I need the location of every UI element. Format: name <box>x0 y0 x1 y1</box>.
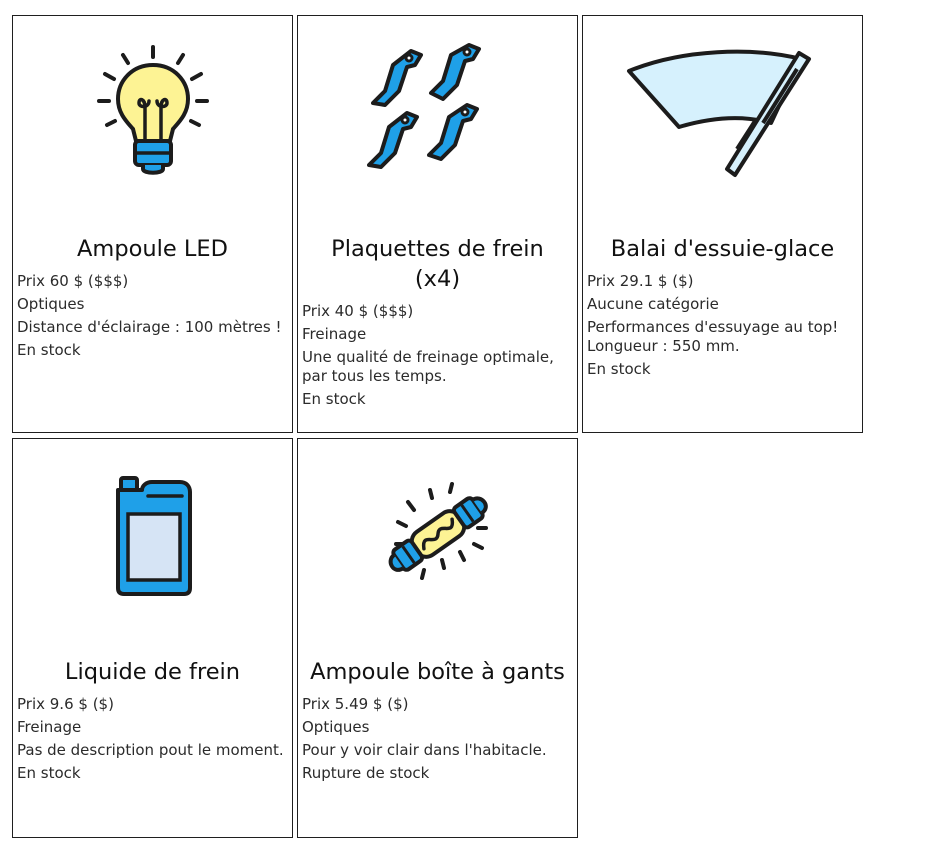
product-image <box>13 16 292 206</box>
product-description: Pour y voir clair dans l'habitacle. <box>302 741 547 759</box>
product-description: Une qualité de freinage optimale, par to… <box>302 348 554 385</box>
product-category: Optiques <box>302 718 370 736</box>
festoon-bulb-icon <box>388 482 488 580</box>
product-title: Ampoule LED <box>77 236 228 262</box>
product-stock: En stock <box>587 360 651 378</box>
product-title: Plaquettes de frein (x4) <box>331 236 544 292</box>
product-category: Freinage <box>302 325 367 343</box>
wiper-blade-icon <box>626 49 811 177</box>
product-stock: En stock <box>17 341 81 359</box>
product-card: Ampoule boîte à gants Prix 5.49 $ ($) Op… <box>297 438 578 838</box>
product-description: Distance d'éclairage : 100 mètres ! <box>17 318 282 336</box>
product-title: Balai d'essuie-glace <box>610 236 835 262</box>
product-category: Freinage <box>17 718 82 736</box>
product-image <box>583 16 862 206</box>
product-card: Ampoule LED Prix 60 $ ($$$) Optiques Dis… <box>12 15 293 433</box>
product-image <box>298 16 577 206</box>
product-stock: En stock <box>302 390 366 408</box>
product-price: Prix 29.1 $ ($) <box>587 272 694 290</box>
brake-fluid-icon <box>115 476 192 596</box>
product-category: Aucune catégorie <box>587 295 719 313</box>
product-image <box>298 439 577 629</box>
product-stock: Rupture de stock <box>302 764 430 782</box>
product-category: Optiques <box>17 295 85 313</box>
product-image <box>13 439 292 629</box>
product-price: Prix 40 $ ($$$) <box>302 302 414 320</box>
product-card: Plaquettes de frein (x4) Prix 40 $ ($$$)… <box>297 15 578 433</box>
product-description: Pas de description pout le moment. <box>17 741 284 759</box>
product-title: Liquide de frein <box>64 659 241 685</box>
product-price: Prix 60 $ ($$$) <box>17 272 129 290</box>
product-stock: En stock <box>17 764 81 782</box>
led-bulb-icon <box>96 45 209 175</box>
product-card: Liquide de frein Prix 9.6 $ ($) Freinage… <box>12 438 293 838</box>
product-price: Prix 5.49 $ ($) <box>302 695 409 713</box>
brake-pads-icon <box>366 43 481 169</box>
product-title: Ampoule boîte à gants <box>310 659 565 685</box>
product-description: Performances d'essuyage au top! Longueur… <box>587 318 839 355</box>
product-card: Balai d'essuie-glace Prix 29.1 $ ($) Auc… <box>582 15 863 433</box>
product-price: Prix 9.6 $ ($) <box>17 695 114 713</box>
